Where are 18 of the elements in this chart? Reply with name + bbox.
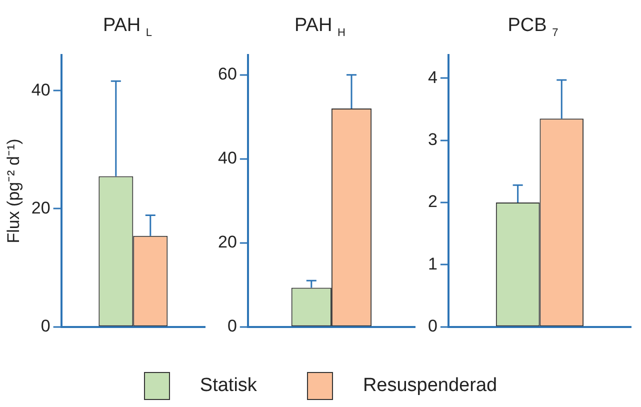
- y-axis-title: Flux (pg⁻² d⁻¹): [4, 138, 23, 244]
- chart-title: PCB $_{7}$: [506, 14, 560, 41]
- y-tick-label: 20: [218, 232, 237, 252]
- legend-label: Resuspenderad: [362, 375, 498, 397]
- y-tick-label: 40: [31, 80, 50, 100]
- y-tick-label: 0: [40, 316, 50, 336]
- y-tick-label: 4: [428, 68, 438, 87]
- y-tick-label: 3: [428, 130, 438, 150]
- y-tick-label: 0: [227, 316, 237, 336]
- y-tick-label: 20: [31, 198, 50, 218]
- legend-label: Statisk: [200, 375, 257, 397]
- chart-title: PAH $_{H}$: [294, 14, 346, 41]
- y-tick-label: 2: [428, 192, 438, 212]
- y-tick-label: 0: [428, 316, 438, 336]
- chart-title: PAH $_{L}$: [102, 14, 154, 41]
- y-tick-label: 40: [218, 148, 237, 168]
- y-tick-label: 60: [218, 64, 237, 84]
- y-tick-label: 1: [428, 254, 438, 274]
